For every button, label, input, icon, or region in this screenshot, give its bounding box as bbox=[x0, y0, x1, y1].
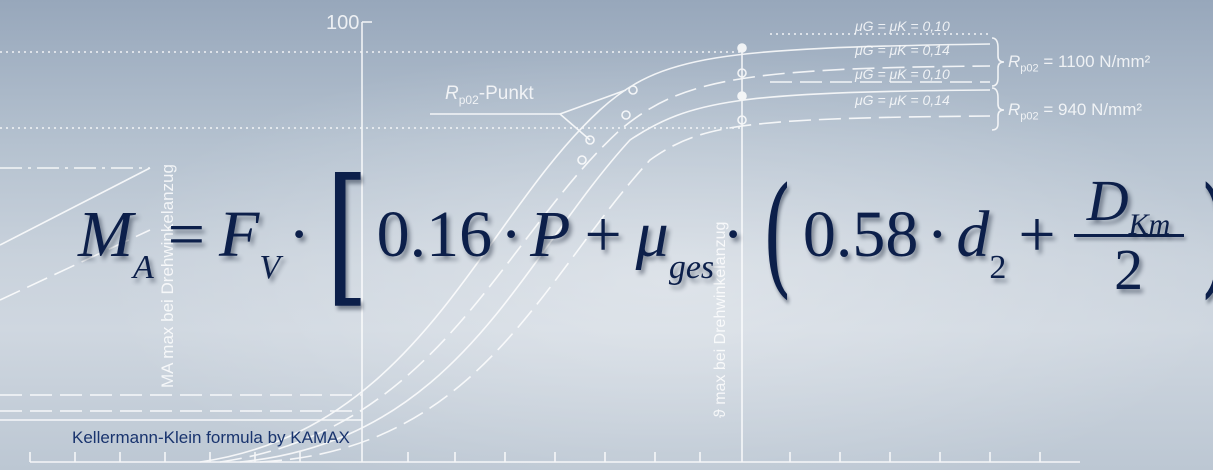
marker-8 bbox=[577, 155, 587, 165]
marker-2 bbox=[737, 68, 747, 78]
legend-entry-2: μG = μK = 0,14 bbox=[855, 42, 950, 58]
legend-entry-3: μG = μK = 0,10 bbox=[855, 66, 950, 82]
y-tick-label: 100 bbox=[326, 12, 360, 34]
torque-symbol: MA bbox=[78, 198, 154, 286]
brace-1 bbox=[991, 37, 1005, 87]
equals-sign: = bbox=[167, 198, 205, 271]
preload-force-symbol: FV bbox=[219, 198, 281, 286]
pitch-symbol: P bbox=[530, 198, 571, 271]
fraction-numerator: DKm bbox=[1086, 167, 1171, 241]
fraction: DKm 2 bbox=[1073, 167, 1184, 302]
fraction-denominator: 2 bbox=[1114, 236, 1144, 302]
dot-operator: · bbox=[500, 198, 523, 271]
marker-4 bbox=[737, 115, 747, 125]
caption: Kellermann-Klein formula by KAMAX bbox=[72, 428, 350, 447]
fraction-bar bbox=[1073, 233, 1184, 237]
curve-2 bbox=[219, 65, 991, 463]
rp-pointer-1 bbox=[559, 89, 627, 115]
brace-2 bbox=[991, 87, 1005, 131]
left-parenthesis: ( bbox=[762, 159, 793, 311]
marker-1 bbox=[737, 43, 747, 53]
rp-point-label: Rp02-Punkt bbox=[445, 83, 534, 107]
dot-operator: · bbox=[926, 198, 949, 271]
right-parenthesis: ) bbox=[1200, 170, 1213, 300]
friction-symbol: μges bbox=[635, 198, 715, 286]
dot-operator: · bbox=[288, 198, 311, 271]
dot-operator: · bbox=[722, 198, 745, 271]
rp-pointer-2 bbox=[559, 113, 591, 141]
strength-label-1: Rp02 = 1100 N/mm² bbox=[1008, 52, 1151, 75]
marker-6 bbox=[621, 110, 631, 120]
pitch-diameter-symbol: d2 bbox=[956, 198, 1007, 286]
curve-4 bbox=[259, 115, 991, 463]
marker-3 bbox=[737, 91, 747, 101]
plus-sign: + bbox=[584, 198, 622, 271]
plus-sign: + bbox=[1018, 198, 1056, 271]
curve-1 bbox=[199, 43, 991, 463]
marker-5 bbox=[628, 85, 638, 95]
left-diag-1 bbox=[0, 167, 151, 246]
left-bracket: [ bbox=[325, 148, 370, 322]
strength-label-2: Rp02 = 940 N/mm² bbox=[1008, 100, 1143, 123]
legend-entry-4: μG = μK = 0,14 bbox=[855, 92, 950, 108]
coefficient-1: 0.16 bbox=[376, 198, 493, 271]
curve-3 bbox=[239, 89, 991, 463]
kellermann-klein-formula: MA = FV · [ 0.16 · P + μges · ( 0.58 · d… bbox=[78, 148, 1213, 322]
marker-7 bbox=[585, 135, 595, 145]
legend-entry-1: μG = μK = 0,10 bbox=[855, 18, 950, 34]
left-diag-2 bbox=[0, 229, 151, 301]
coefficient-2: 0.58 bbox=[802, 198, 919, 271]
x-axis-ticks bbox=[29, 452, 1041, 462]
